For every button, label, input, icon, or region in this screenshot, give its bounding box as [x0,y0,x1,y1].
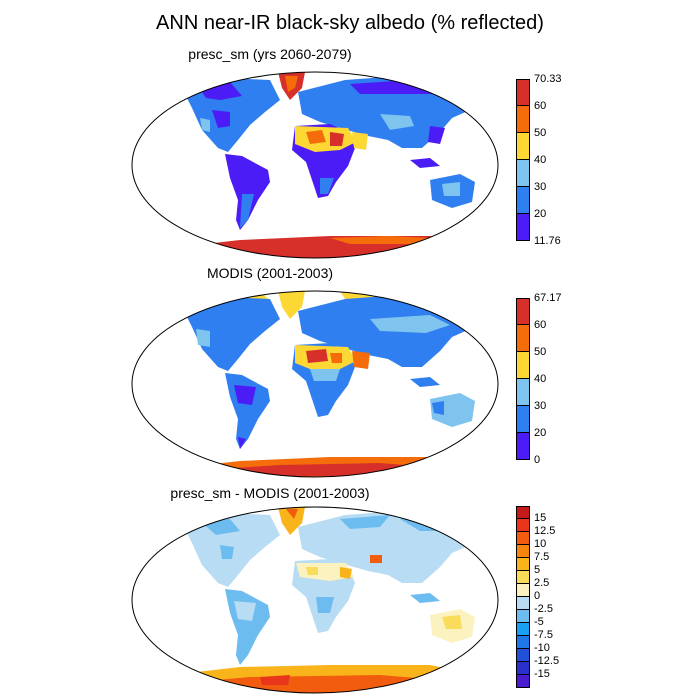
colorbar-2-label: 0 [534,454,541,466]
greenland-land [278,291,305,319]
colorbar-1-label: 20 [534,208,547,220]
colorbar-2-label: 67.17 [534,292,562,304]
colorbar-2-bin [516,406,530,433]
greenland-land [278,507,305,535]
colorbar-2-bin [516,325,530,352]
colorbar-3-label: 2.5 [534,577,550,589]
colorbar-3-label: 12.5 [534,525,556,537]
colorbar-1-bin [516,187,530,214]
colorbar-2-bin [516,433,530,460]
colorbar-3-label: -2.5 [534,603,553,615]
colorbar-3-label: 7.5 [534,551,550,563]
colorbar-1-label: 60 [534,100,547,112]
colorbar-1-label: 70.33 [534,73,562,85]
panel-2-title: MODIS (2001-2003) [206,265,334,281]
antarctica-land [140,236,490,258]
panel-1-title: presc_sm (yrs 2060-2079) [188,46,352,62]
colorbar-1-bin [516,79,530,106]
colorbar-2-label: 50 [534,346,547,358]
colorbar-3-bin [516,597,530,610]
colorbar-2-label: 40 [534,373,547,385]
colorbar-3-bin [516,584,530,597]
figure-title: ANN near-IR black-sky albedo (% reflecte… [156,12,544,34]
colorbar-panel-1 [516,79,530,241]
colorbar-3-label: -5 [534,616,544,628]
colorbar-3-label: 10 [534,538,547,550]
colorbar-panel-2 [516,298,530,460]
colorbar-1-label: 50 [534,127,547,139]
colorbar-3-bin [516,519,530,532]
colorbar-2-label: 20 [534,427,547,439]
north-america-land [180,297,280,371]
colorbar-3-bin [516,532,530,545]
colorbar-1-bin [516,106,530,133]
colorbar-3-bin [516,610,530,623]
colorbar-1-label: 40 [534,154,547,166]
colorbar-3-bin [516,636,530,649]
colorbar-3-bin [516,649,530,662]
map-panel-2 [131,290,499,478]
colorbar-2-bin [516,352,530,379]
map-panel-3 [131,506,499,694]
map-panel-1 [131,71,499,259]
colorbar-3-bin [516,506,530,519]
colorbar-2-bin [516,298,530,325]
colorbar-3-bin [516,571,530,584]
colorbar-1-bin [516,133,530,160]
colorbar-2-bin [516,379,530,406]
colorbar-3-label: -10 [534,642,550,654]
colorbar-1-bin [516,160,530,187]
colorbar-2-label: 60 [534,319,547,331]
colorbar-3-label: 15 [534,512,547,524]
south-america-land [225,154,270,230]
colorbar-3-bin [516,675,530,688]
colorbar-3-bin [516,545,530,558]
colorbar-3-bin [516,558,530,571]
colorbar-3-bin [516,623,530,636]
colorbar-3-label: -7.5 [534,629,553,641]
colorbar-2-label: 30 [534,400,547,412]
colorbar-3-bin [516,662,530,675]
panel-3-title: presc_sm - MODIS (2001-2003) [170,485,370,501]
colorbar-panel-3 [516,506,530,688]
colorbar-1-bin [516,214,530,241]
colorbar-3-label: 5 [534,564,541,576]
colorbar-1-label: 30 [534,181,547,193]
colorbar-3-label: -12.5 [534,655,560,667]
colorbar-3-label: -15 [534,668,550,680]
colorbar-1-label: 11.76 [534,235,561,247]
colorbar-3-label: 0 [534,590,541,602]
